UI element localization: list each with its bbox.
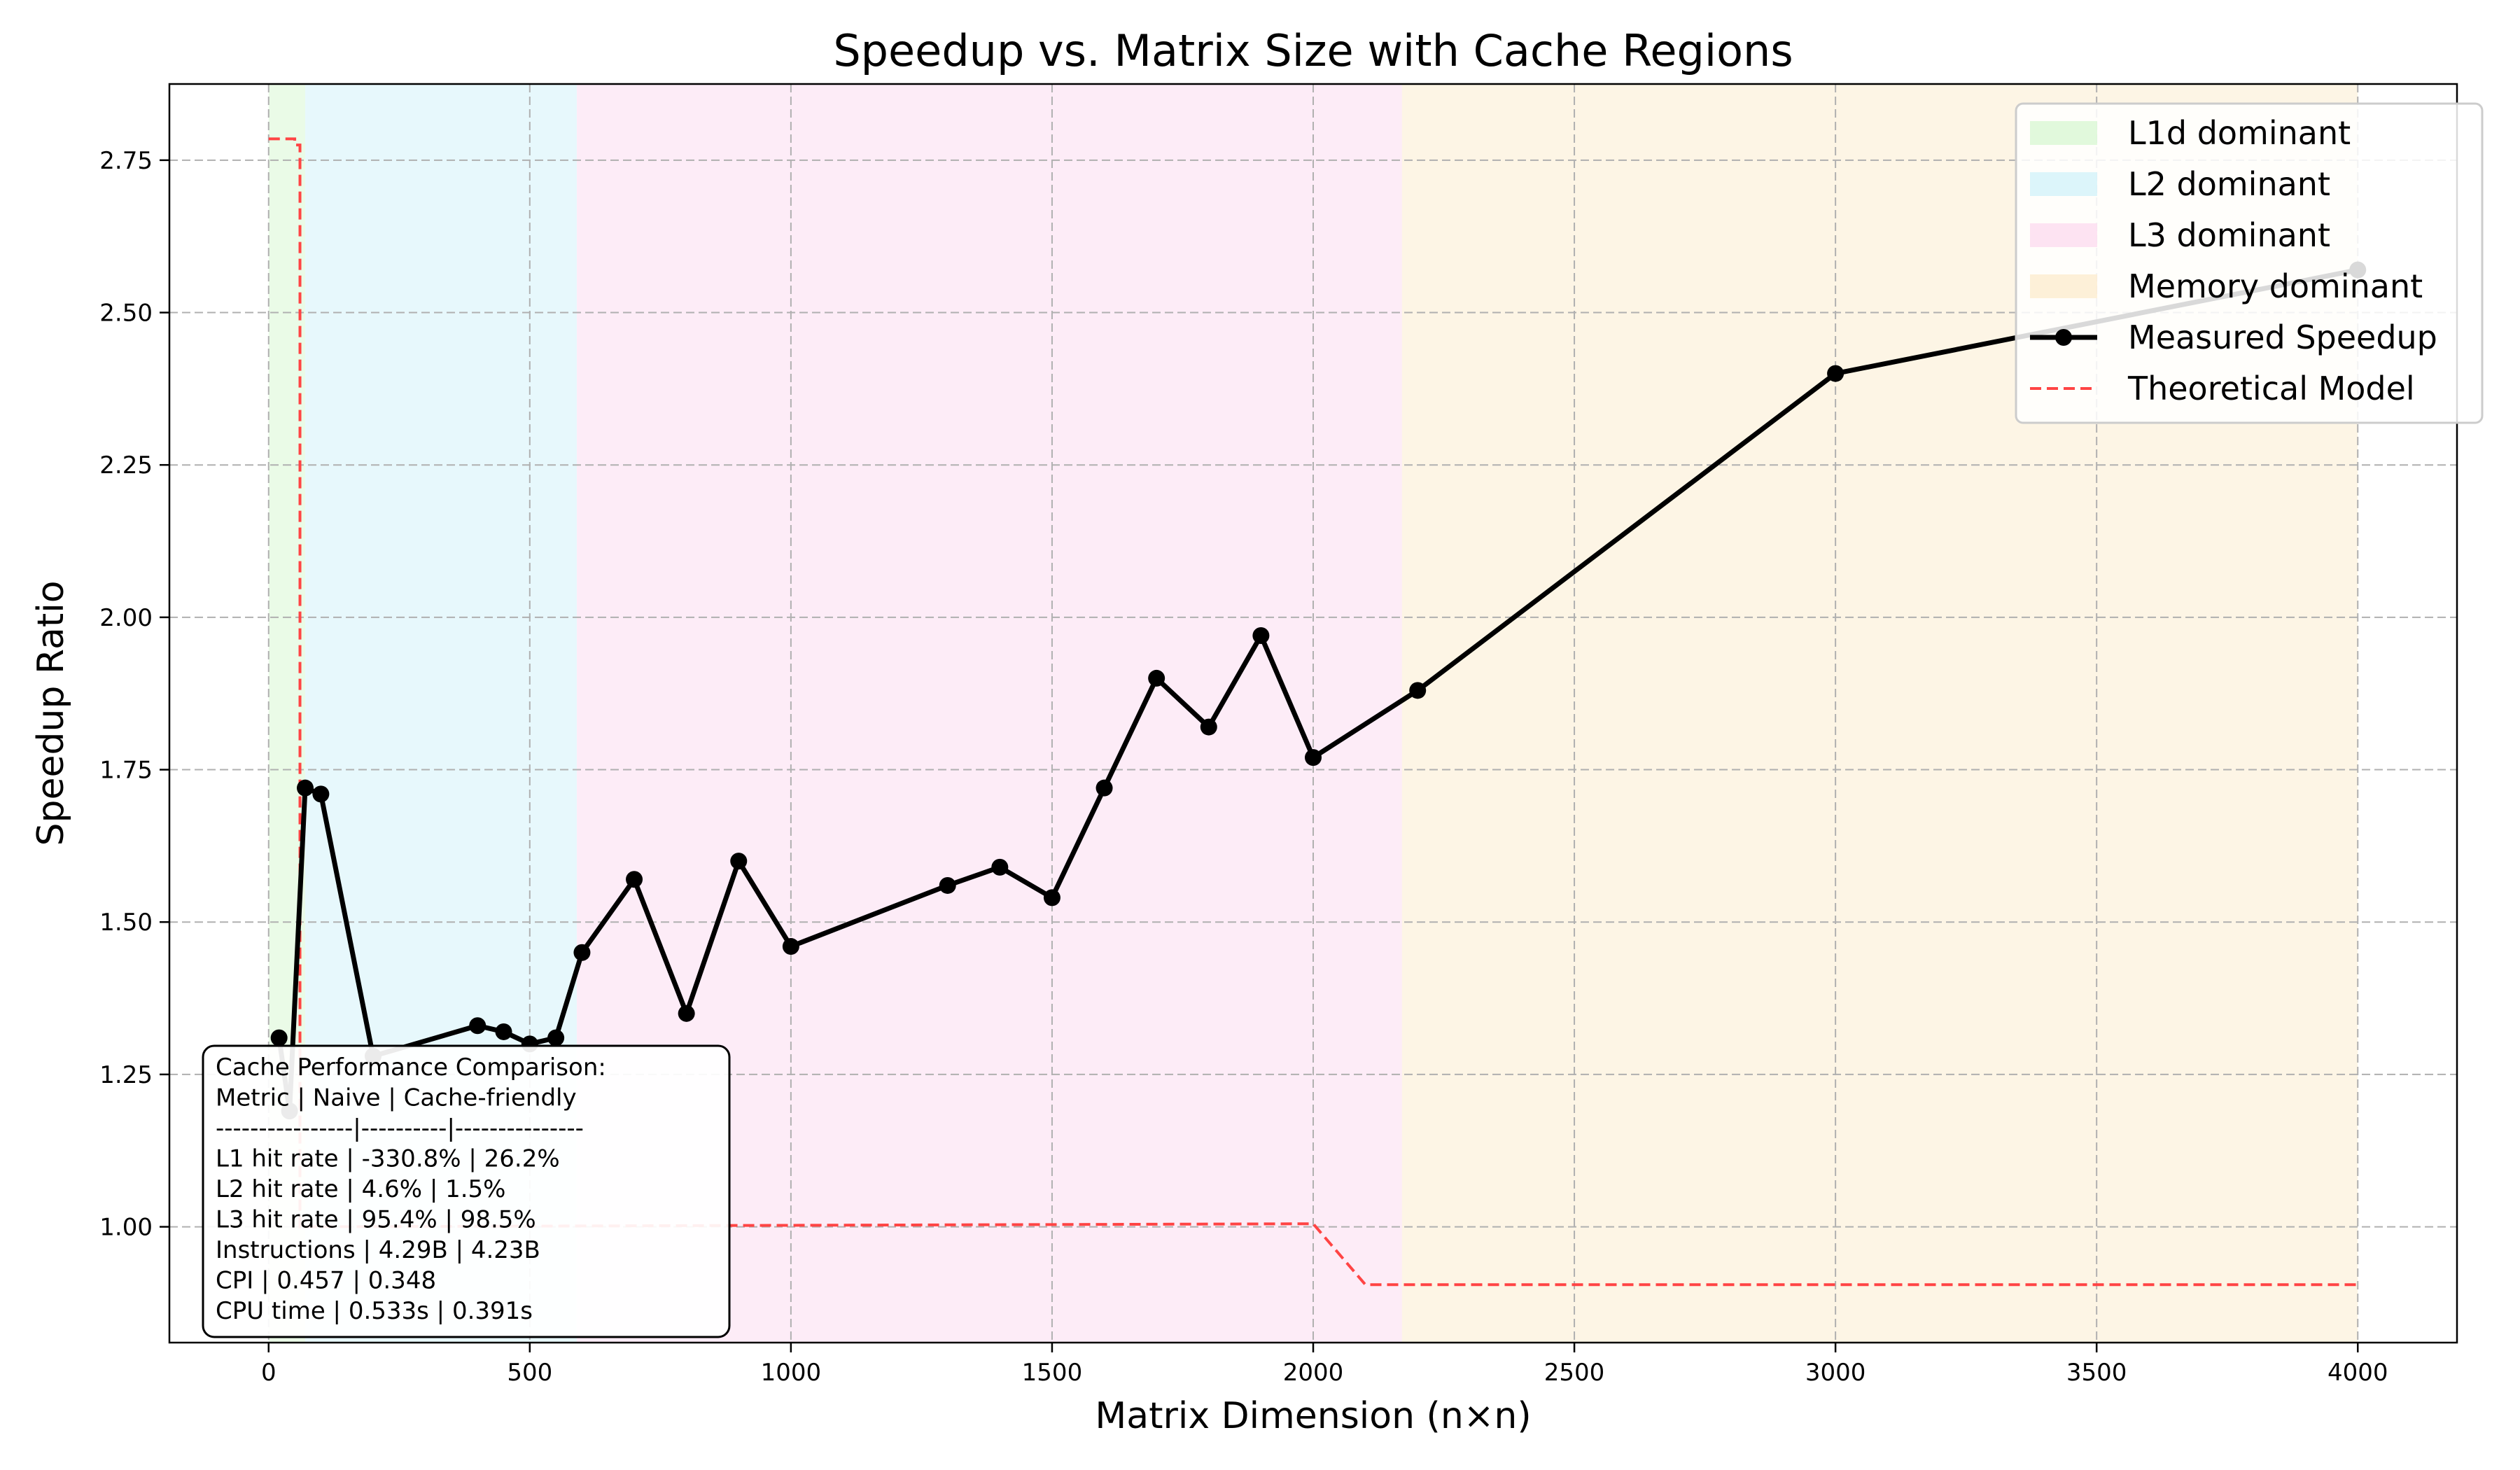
annotation-line: Instructions | 4.29B | 4.23B [216,1236,540,1264]
x-tick-label: 3000 [1805,1359,1866,1387]
legend-label-memory-dominant: Memory dominant [2128,267,2423,305]
x-tick-label: 4000 [2328,1359,2388,1387]
measured-speedup-point [991,858,1009,876]
theoretical-model-series [268,137,2358,1287]
measured-speedup-point [270,1029,288,1046]
measured-speedup-point [1043,889,1060,906]
annotation-line: L2 hit rate | 4.6% | 1.5% [216,1175,505,1203]
measured-speedup-point [547,1029,565,1046]
legend-swatch-l1d-dominant [2030,121,2097,145]
measured-speedup-point [626,871,643,888]
y-tick-label: 2.00 [99,604,153,632]
chart-title: Speedup vs. Matrix Size with Cache Regio… [833,25,1793,76]
legend-label-l2-dominant: L2 dominant [2128,165,2330,203]
y-axis-ticks: 1.00 1.25 1.50 1.75 2.00 2.25 2.50 2.75 [99,147,169,1242]
legend-swatch-measured-marker [2055,329,2072,346]
measured-speedup-point [1827,365,1844,382]
annotation-line: L1 hit rate | -330.8% | 26.2% [216,1145,560,1173]
y-tick-label: 2.50 [99,300,153,328]
y-tick-label: 1.00 [99,1214,153,1242]
x-tick-label: 1500 [1022,1359,1083,1387]
measured-speedup-point [782,938,799,955]
measured-speedup-point [1148,669,1166,687]
y-tick-label: 2.75 [99,147,153,175]
x-axis-ticks: 0 500 1000 1500 2000 2500 3000 3500 4000 [261,1343,2388,1387]
annotation-line: CPU time | 0.533s | 0.391s [216,1297,533,1325]
x-tick-label: 0 [261,1359,276,1387]
x-tick-label: 2500 [1544,1359,1605,1387]
legend-label-theoretical-model: Theoretical Model [2127,370,2415,407]
y-tick-label: 2.25 [99,451,153,479]
y-axis-title: Speedup Ratio [30,580,72,846]
measured-speedup-point [1200,718,1217,736]
legend-swatch-l2-dominant [2030,172,2097,196]
annotation-line: L3 hit rate | 95.4% | 98.5% [216,1206,536,1234]
measured-speedup-point [1252,626,1270,644]
legend-swatch-memory-dominant [2030,274,2097,298]
annotation-line: Metric | Naive | Cache-friendly [216,1084,577,1112]
x-tick-label: 500 [507,1359,552,1387]
measured-speedup-point [730,853,748,870]
annotation-line: CPI | 0.457 | 0.348 [216,1267,436,1295]
x-tick-label: 1000 [761,1359,822,1387]
measured-speedup-point [495,1023,512,1040]
measured-speedup-point [1096,779,1113,797]
y-tick-label: 1.50 [99,909,153,937]
legend-label-measured-speedup: Measured Speedup [2128,318,2437,356]
annotation-box-frame [202,1044,731,1338]
measured-speedup-point [678,1004,695,1022]
legend-label-l3-dominant: L3 dominant [2128,216,2330,254]
measured-speedup-point [1305,749,1322,766]
x-axis-title: Matrix Dimension (n×n) [1095,1395,1531,1437]
measured-speedup-point [312,785,330,803]
legend-swatch-l3-dominant [2030,223,2097,247]
legend-label-l1d-dominant: L1d dominant [2128,114,2351,152]
x-tick-label: 3500 [2066,1359,2127,1387]
legend: L1d dominant L2 dominant L3 dominant Memory… [2015,102,2484,424]
annotation-line: Cache Performance Comparison: [216,1054,606,1082]
measured-speedup-point [939,876,956,894]
y-tick-label: 1.25 [99,1061,153,1089]
measured-speedup-point [469,1017,486,1035]
theoretical-model-line [268,137,2358,1287]
cache-performance-box: Cache Performance Comparison:Metric | Na… [202,1044,731,1338]
x-tick-label: 2000 [1283,1359,1344,1387]
y-tick-label: 1.75 [99,757,153,785]
annotation-line: ----------------|----------|------------… [216,1114,584,1142]
measured-speedup-point [573,944,591,961]
legend-frame [2015,102,2484,424]
measured-speedup-point [296,779,314,797]
measured-speedup-point [1409,682,1427,699]
